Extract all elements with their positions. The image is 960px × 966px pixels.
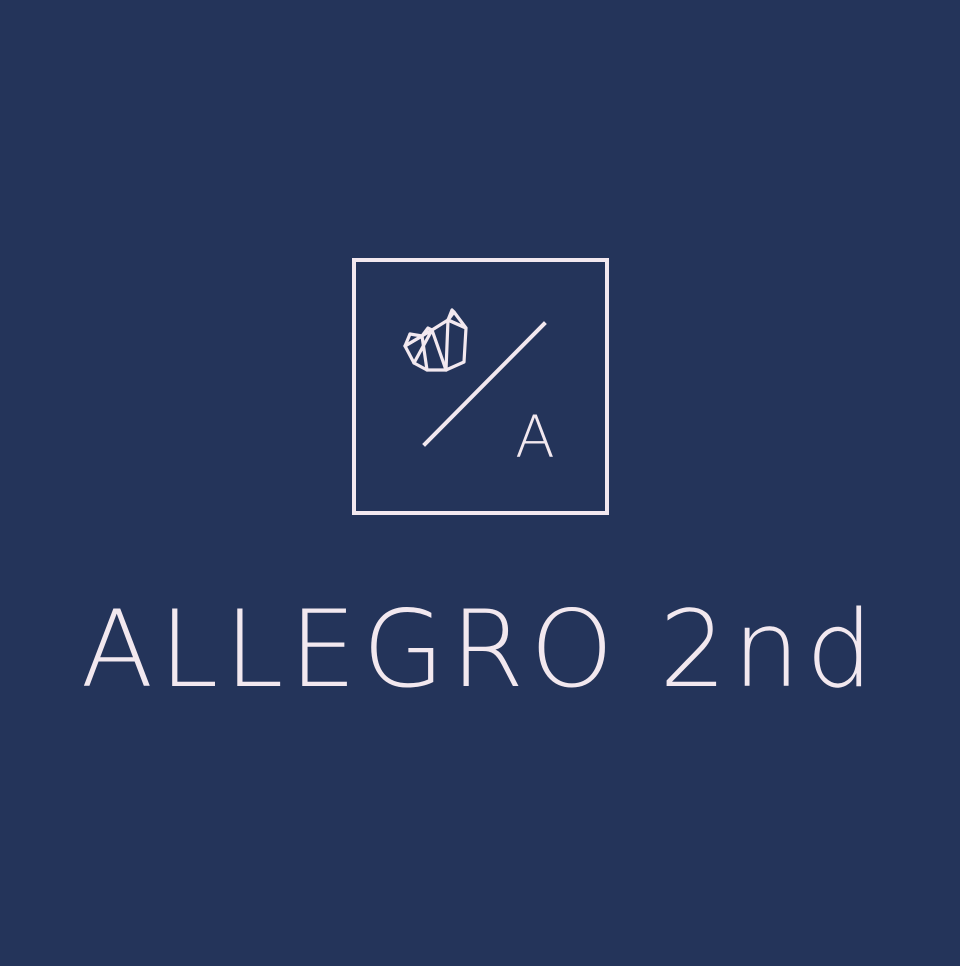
logo-mark: A <box>352 258 609 515</box>
brand-wordmark: ALLEGRO 2nd <box>80 588 880 711</box>
monogram-letter: A <box>515 403 555 471</box>
logo-frame-border <box>352 258 609 515</box>
logo-frame-svg: A <box>352 258 609 515</box>
origami-swan-icon <box>403 308 468 372</box>
monogram-slash <box>422 321 547 447</box>
